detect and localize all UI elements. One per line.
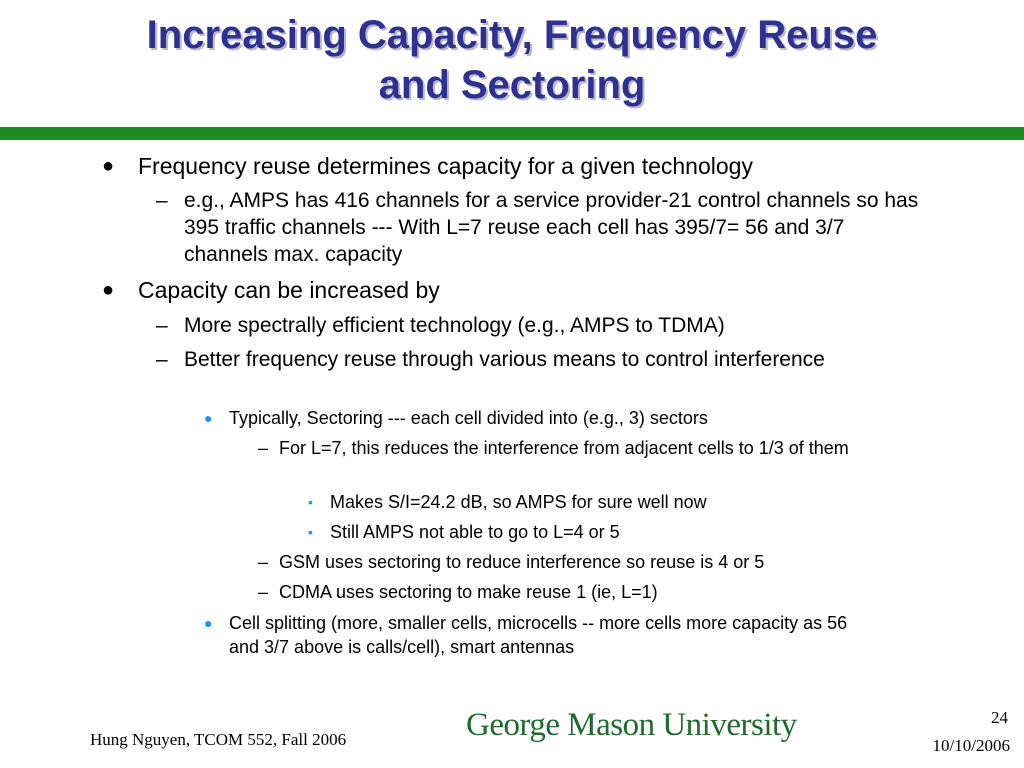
gmu-logo: George Mason University	[466, 707, 797, 743]
dot-marker: •	[308, 524, 313, 540]
sub-bullet-marker: ●	[204, 615, 213, 631]
bullet-marker: ●	[102, 279, 115, 301]
bullet-cell-splitting: Cell splitting (more, smaller cells, mic…	[229, 613, 848, 657]
dash-marker: –	[258, 438, 269, 458]
bullet-cdma-sectoring: CDMA uses sectoring to make reuse 1 (ie,…	[279, 582, 658, 602]
sub-bullet-marker: ●	[204, 410, 213, 426]
dash-marker: –	[156, 314, 168, 337]
dot-marker: •	[308, 494, 313, 510]
dash-marker: –	[258, 552, 269, 572]
bullet-sectoring: Typically, Sectoring --- each cell divid…	[229, 408, 708, 428]
slide-title-line-1: Increasing Capacity, Frequency Reuse	[146, 13, 878, 57]
bullet-s-i-ratio: Makes S/I=24.2 dB, so AMPS for sure well…	[330, 492, 707, 512]
dash-marker: –	[156, 189, 168, 212]
slide-title-line-2: and Sectoring	[378, 63, 646, 107]
bullet-spectral-efficiency: More spectrally efficient technology (e.…	[184, 314, 725, 337]
bullet-frequency-reuse: Frequency reuse determines capacity for …	[138, 153, 753, 179]
bullet-amps-limit: Still AMPS not able to go to L=4 or 5	[330, 522, 620, 542]
dash-marker: –	[258, 582, 269, 602]
bullet-l7-interference: For L=7, this reduces the interference f…	[279, 438, 849, 458]
bullet-amps-example: e.g., AMPS has 416 channels for a servic…	[184, 189, 919, 266]
bullet-gsm-sectoring: GSM uses sectoring to reduce interferenc…	[279, 552, 765, 572]
bullet-capacity-increase: Capacity can be increased by	[138, 277, 440, 303]
footer-date: 10/10/2006	[932, 736, 1010, 755]
title-divider-bar	[0, 127, 1024, 140]
bullet-marker: ●	[102, 155, 115, 177]
page-number: 24	[991, 708, 1008, 727]
slide-title: Increasing Capacity, Frequency Reuse and…	[0, 10, 1024, 110]
bullet-frequency-reuse-means: Better frequency reuse through various m…	[184, 348, 825, 371]
footer-author: Hung Nguyen, TCOM 552, Fall 2006	[90, 730, 347, 749]
dash-marker: –	[156, 348, 168, 371]
